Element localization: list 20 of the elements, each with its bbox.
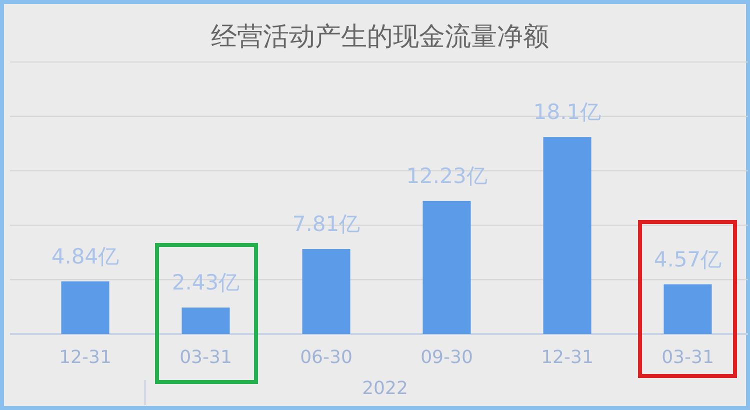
bar xyxy=(302,249,350,334)
bar xyxy=(182,308,230,334)
chart-title: 经营活动产生的现金流量净额 xyxy=(211,22,549,52)
bar xyxy=(543,137,592,334)
x-tick-label: 09-30 xyxy=(420,347,473,368)
data-label: 4.57亿 xyxy=(654,247,722,272)
x-tick-label: 12-31 xyxy=(59,347,112,368)
text: 2022 xyxy=(362,378,408,399)
x-tick-label: 03-31 xyxy=(180,347,232,368)
data-label: 18.1亿 xyxy=(533,100,602,124)
data-label: 2.43亿 xyxy=(172,270,240,295)
x-tick-label: 06-30 xyxy=(300,347,352,368)
bar xyxy=(664,284,712,334)
data-label: 4.84亿 xyxy=(51,244,120,268)
bar xyxy=(61,281,110,334)
x-tick-label: 03-31 xyxy=(662,347,714,368)
data-label: 12.23亿 xyxy=(406,164,488,188)
data-label: 7.81亿 xyxy=(292,212,360,236)
x-tick-label: 12-31 xyxy=(541,347,594,368)
bar xyxy=(422,200,471,334)
